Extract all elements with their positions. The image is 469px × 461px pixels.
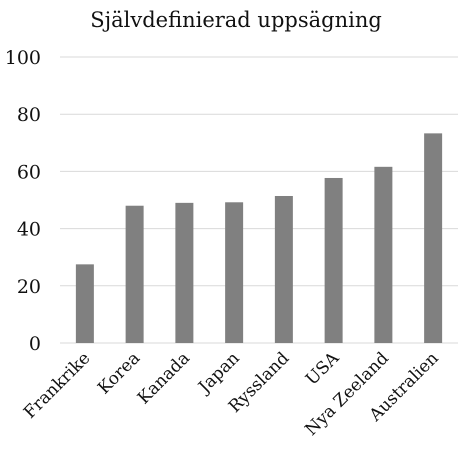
bar-kanada xyxy=(175,202,194,343)
bar-japan xyxy=(225,202,244,343)
bar-australien xyxy=(424,133,443,343)
y-tick-label: 20 xyxy=(17,276,41,298)
gridlines xyxy=(60,56,458,344)
bar-ryssland xyxy=(274,195,293,343)
bar-frankrike xyxy=(75,264,94,343)
x-tick-label: Kanada xyxy=(134,348,194,408)
bar-nya-zeeland xyxy=(374,166,393,343)
x-tick-label: Frankrike xyxy=(20,348,94,422)
y-tick-label: 100 xyxy=(5,47,41,69)
y-tick-label: 80 xyxy=(17,104,41,126)
y-tick-label: 40 xyxy=(17,219,41,241)
bar-korea xyxy=(125,205,144,343)
y-tick-label: 60 xyxy=(17,161,41,183)
bars xyxy=(75,133,443,343)
y-tick-label: 0 xyxy=(29,333,41,355)
bar-usa xyxy=(324,177,343,343)
y-axis-ticks: 0 20 40 60 80 100 xyxy=(5,47,41,355)
x-tick-label: USA xyxy=(302,348,344,390)
chart-title: Självdefinierad uppsägning xyxy=(90,8,382,32)
